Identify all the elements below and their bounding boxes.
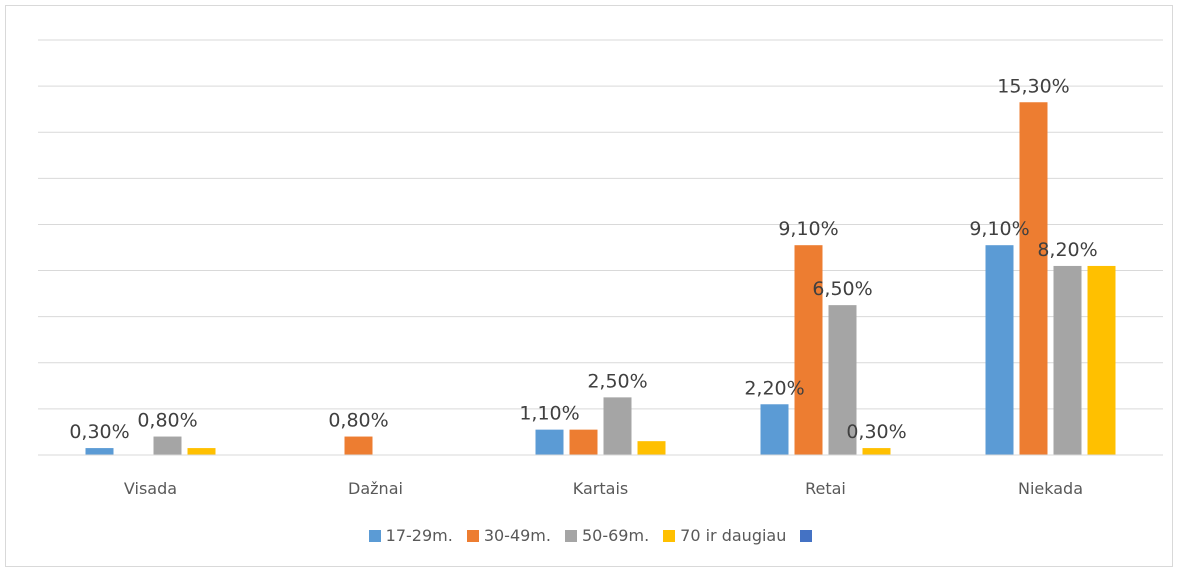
bar bbox=[828, 305, 857, 455]
data-label: 15,30% bbox=[997, 75, 1069, 97]
data-labels: 0,30% 0,80% 0,80% 1,10% 2,50% 2,20% 9,10% 6,50%… bbox=[69, 75, 1097, 443]
bar bbox=[535, 429, 564, 455]
data-label: 2,50% bbox=[587, 370, 647, 392]
legend-swatch bbox=[564, 529, 577, 542]
legend-label: 17-29m. bbox=[385, 526, 453, 545]
data-label: 9,10% bbox=[778, 218, 838, 240]
data-label: 0,80% bbox=[328, 410, 388, 432]
legend-label: 30-49m. bbox=[483, 526, 551, 545]
legend-item: 70 ir daugiau bbox=[663, 526, 786, 545]
legend-item: 17-29m. bbox=[368, 526, 453, 545]
legend-swatch bbox=[800, 529, 813, 542]
data-label: 6,50% bbox=[812, 278, 872, 300]
bar bbox=[344, 436, 373, 455]
gridlines bbox=[38, 39, 1163, 410]
bar bbox=[760, 404, 789, 455]
category-tick-label: Niekada bbox=[1018, 479, 1083, 498]
bar bbox=[1053, 265, 1082, 455]
bar bbox=[187, 448, 216, 455]
bar bbox=[1019, 102, 1048, 455]
category-tick-label: Dažnai bbox=[348, 479, 403, 498]
bar bbox=[85, 448, 114, 455]
bar bbox=[569, 429, 598, 455]
data-label: 2,20% bbox=[744, 377, 804, 399]
bar bbox=[1087, 265, 1116, 455]
legend-swatch bbox=[368, 529, 381, 542]
legend-swatch bbox=[466, 529, 479, 542]
category-tick-label: Kartais bbox=[573, 479, 628, 498]
legend-label: 50-69m. bbox=[581, 526, 650, 545]
bar bbox=[153, 436, 182, 455]
bar bbox=[637, 441, 666, 455]
data-label: 0,30% bbox=[69, 421, 129, 443]
x-axis: Visada Dažnai Kartais Retai Niekada bbox=[38, 454, 1163, 498]
bar bbox=[794, 245, 823, 455]
legend-label: 70 ir daugiau bbox=[680, 526, 787, 545]
legend-swatch bbox=[663, 529, 676, 542]
data-label: 0,30% bbox=[846, 421, 906, 443]
data-label: 1,10% bbox=[519, 403, 579, 425]
bar bbox=[603, 397, 632, 455]
legend-item bbox=[800, 529, 813, 542]
legend: 17-29m. 30-49m. 50-69m. 70 ir daugiau bbox=[0, 526, 1181, 545]
category-tick-label: Retai bbox=[805, 479, 846, 498]
legend-item: 30-49m. bbox=[466, 526, 551, 545]
bar bbox=[862, 448, 891, 455]
chart-frame bbox=[5, 5, 1173, 567]
category-tick-label: Visada bbox=[124, 479, 177, 498]
bars bbox=[85, 102, 1116, 455]
bar bbox=[985, 245, 1014, 455]
legend-item: 50-69m. bbox=[564, 526, 650, 545]
data-label: 0,80% bbox=[137, 410, 197, 432]
data-label: 9,10% bbox=[969, 218, 1029, 240]
data-label: 8,20% bbox=[1037, 239, 1097, 261]
